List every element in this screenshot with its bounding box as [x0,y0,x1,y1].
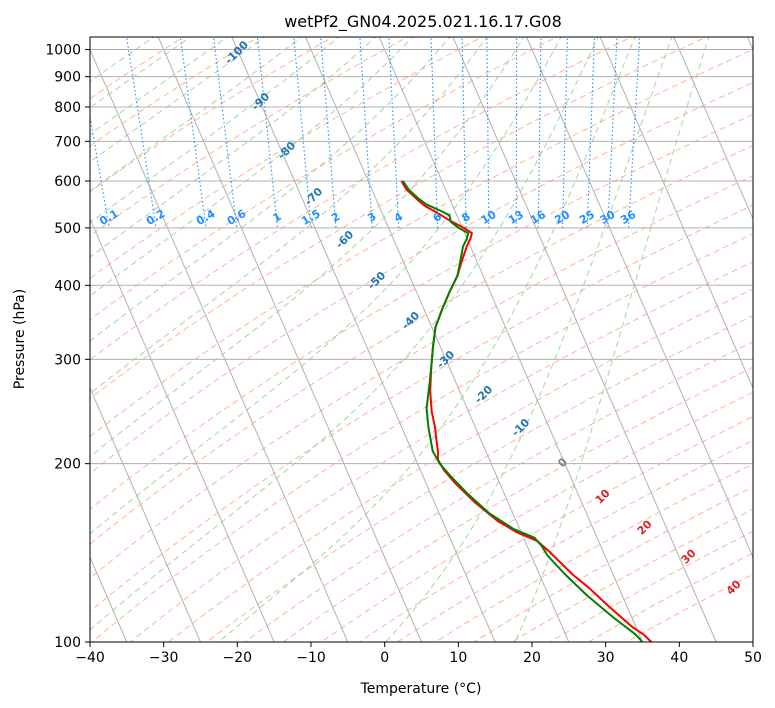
y-tick-label: 600 [54,174,81,190]
x-tick-label: 0 [380,650,389,666]
dry-adiabat-line [90,113,753,510]
dry-adiabat-line [244,341,753,642]
mixing-ratio-line [586,37,596,228]
dry-adiabat-line [90,175,753,579]
isotherm-line [0,35,59,656]
isotherm-line [90,217,275,642]
dry-adiabat-line [90,37,559,321]
temperature-line [400,180,653,642]
x-tick-label: −10 [296,650,326,666]
isotherm-line [90,48,349,642]
x-tick-label: −40 [75,650,105,666]
y-tick-label: 700 [54,134,81,150]
moist-adiabat-line [90,37,451,342]
moist-adiabat-line [90,37,488,395]
moist-adiabat-line [514,37,710,642]
mixing-ratio-line [486,37,490,228]
dry-adiabat-line [90,37,708,400]
mixing-ratio-line [212,37,238,228]
x-tick-label: 30 [597,650,615,666]
y-tick-label: 800 [54,100,81,116]
mixing-ratio-line [126,37,157,228]
x-tick-label: 20 [523,650,541,666]
moist-adiabat-line [90,37,229,135]
moist-adiabat-line [90,37,599,631]
dry-adiabat-line [90,37,633,361]
isotherm-line [90,386,202,642]
isotherm-line [673,37,753,221]
y-tick-label: 200 [54,457,81,473]
dry-adiabat-line [90,49,753,438]
moist-adiabat-line [90,37,340,224]
mixing-ratio-line [537,37,542,228]
moist-adiabat-line [90,37,192,109]
y-tick-label: 300 [54,352,81,368]
x-tick-label: −20 [223,650,253,666]
mixing-ratio-line [320,37,337,228]
isotherm-line [304,37,570,642]
x-tick-label: 10 [449,650,467,666]
x-tick-label: 50 [744,650,762,666]
mixing-ratio-line [256,37,278,228]
y-tick-label: 100 [54,635,81,651]
dry-adiabat-line [129,261,753,642]
axis-ticks: −40 −30 −20 −10 0 10 20 30 40 50 100 200 300 400 500 60… [45,43,762,666]
x-tick-label: −30 [149,650,179,666]
isotherm-line [525,37,753,559]
chart-title: wetPf2_GN04.2025.021.16.17.G08 [284,12,562,32]
isotherm-line [599,37,753,390]
mixing-ratio-line [388,37,400,228]
x-tick-label: 40 [670,650,688,666]
isotherm-line [157,37,423,642]
mixing-ratio-line [515,37,518,228]
moist-adiabat-line [90,37,562,535]
y-tick-label: 400 [54,278,81,294]
y-tick-label: 500 [54,221,81,237]
mixing-ratio-line [359,37,373,228]
dry-adiabat-line [90,81,753,474]
dry-adiabat-line [90,37,484,279]
mixing-ratio-line [627,37,641,228]
mixing-ratio-line [293,37,312,228]
plot-area [0,35,753,656]
dewpoint-line [401,180,644,642]
isotherm-line [231,37,496,642]
dry-adiabat-line [167,288,753,642]
y-axis-label: Pressure (hPa) [12,289,28,389]
mixing-ratio-line [430,37,439,228]
mixing-ratio-line [461,37,467,228]
isotherm-line [378,37,644,642]
dry-adiabat-line [90,37,260,147]
x-axis-label: Temperature (°C) [360,681,482,697]
mixing-ratio-line [179,37,207,228]
dry-adiabat-line [282,366,753,642]
y-tick-label: 900 [54,70,81,86]
moist-adiabat-line [90,37,266,163]
moist-adiabat-line [90,37,155,83]
mixing-ratio-line [607,37,618,228]
y-tick-label: 1000 [45,43,81,59]
moist-adiabat-line [90,37,377,258]
plot-frame [89,36,754,643]
moist-adiabat-line [217,37,636,642]
dry-adiabat-line [90,144,753,545]
dry-adiabat-line [90,37,409,237]
isotherm-line [452,37,717,642]
moist-adiabat-line [384,37,673,642]
mixing-ratio-line [562,37,568,228]
